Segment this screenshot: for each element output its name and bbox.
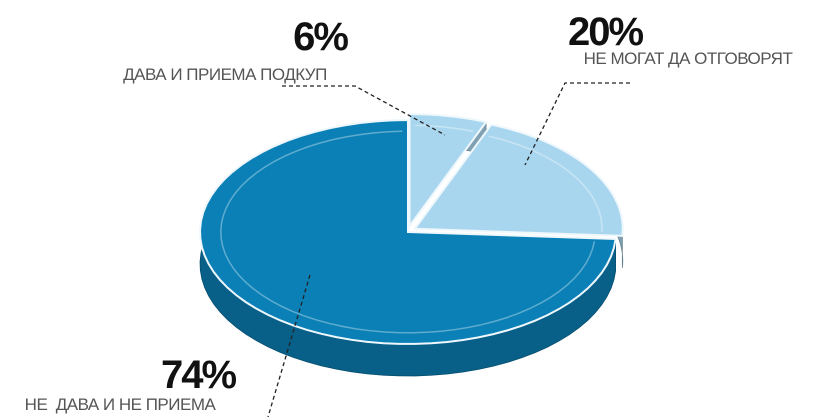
pie-slice: [408, 113, 488, 230]
leader-line: [282, 85, 446, 136]
pie-slice: [199, 118, 617, 345]
slice-label: ДАВА И ПРИЕМА ПОДКУП: [123, 65, 327, 84]
pie-slice: [412, 123, 624, 237]
value-label: 20%: [568, 10, 643, 54]
pie-slice-highlight: [488, 135, 603, 233]
slice-label: НЕ МОГАТ ДА ОТГОВОРЯТ: [584, 49, 793, 68]
pie-slice-highlight: [220, 130, 596, 334]
pie: [199, 113, 624, 377]
pie-slice-highlight: [415, 124, 474, 133]
value-label: 6%: [293, 15, 348, 59]
leader-line: [524, 82, 630, 166]
value-label: 74%: [161, 353, 236, 397]
leader-line: [267, 274, 311, 417]
slice-label: НЕ ДАВА И НЕ ПРИЕМА: [25, 395, 217, 414]
